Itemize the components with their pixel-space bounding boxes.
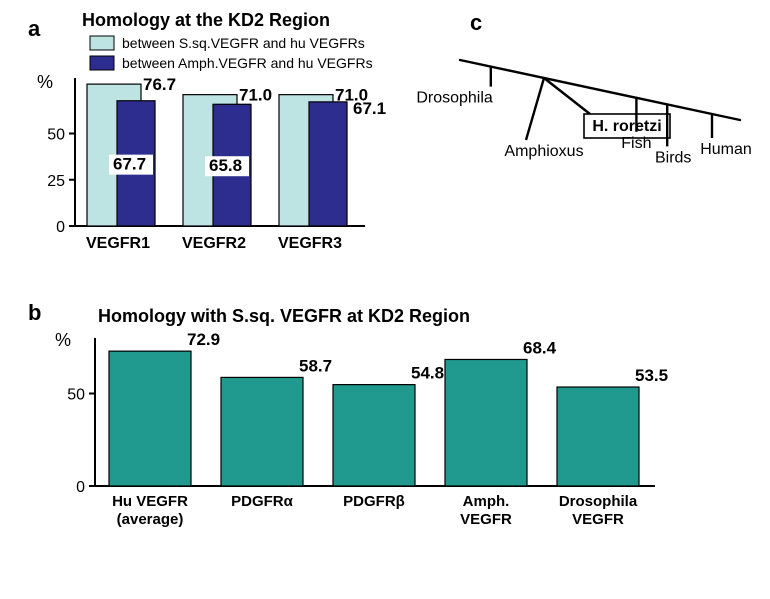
panel-a-category-label: VEGFR1 (86, 235, 150, 252)
panel-a-y-tick-label: 0 (56, 219, 65, 236)
panel-b-value-label: 72.9 (187, 330, 220, 349)
legend-label-series2: between Amph.VEGFR and hu VEGFRs (122, 55, 373, 71)
clade-label-drosophila: Drosophila (416, 90, 493, 107)
panel-b-value-label: 58.7 (299, 356, 332, 375)
panel-b-category-label: PDGFRβ (343, 493, 405, 510)
clade-label-fish: Fish (621, 135, 651, 152)
panel-b: b Homology with S.sq. VEGFR at KD2 Region… (28, 300, 668, 528)
panel-b-bar (221, 377, 303, 486)
panel-b-category-label: Amph. (463, 493, 510, 510)
panel-a-category-label: VEGFR3 (278, 235, 342, 252)
panel-a-value-series2: 65.8 (209, 156, 242, 175)
clade-branch-amphioxus (526, 78, 544, 140)
legend-swatch-series2 (90, 56, 114, 70)
panel-a-value-series1: 76.7 (143, 75, 176, 94)
panel-b-letter: b (28, 300, 41, 325)
clade-label-birds: Birds (655, 149, 691, 166)
panel-a-category-label: VEGFR2 (182, 235, 246, 252)
panel-a-value-series1: 71.0 (239, 86, 272, 105)
panel-b-bar (445, 359, 527, 486)
panel-b-category-label: Drosophila (559, 493, 638, 510)
panel-b-category-label: VEGFR (572, 511, 624, 528)
panel-a-y-tick-label: 25 (47, 173, 65, 190)
panel-b-value-label: 53.5 (635, 366, 668, 385)
panel-b-value-label: 68.4 (523, 338, 557, 357)
panel-a-value-series2: 67.7 (113, 155, 146, 174)
panel-b-bar (333, 385, 415, 486)
panel-b-y-tick-label: 50 (67, 387, 85, 404)
panel-a-y-tick-label: 50 (47, 127, 65, 144)
panel-a: a Homology at the KD2 Region between S.sq.… (28, 10, 386, 252)
clade-label-human: Human (700, 141, 752, 158)
legend-swatch-series1 (90, 36, 114, 50)
clade-label-amphioxus: Amphioxus (504, 143, 583, 160)
panel-b-y-tick-label: 0 (76, 479, 85, 496)
panel-a-title: Homology at the KD2 Region (82, 10, 330, 30)
panel-b-y-label: % (55, 330, 71, 350)
panel-a-value-series2: 67.1 (353, 99, 386, 118)
legend-label-series1: between S.sq.VEGFR and hu VEGFRs (122, 35, 365, 51)
panel-b-category-label: PDGFRα (231, 493, 294, 510)
panel-c-letter: c (470, 10, 482, 35)
panel-b-value-label: 54.8 (411, 364, 444, 383)
panel-c: c Drosophila Amphioxus H. roretziFishBirds H… (416, 10, 751, 166)
panel-a-y-label: % (37, 72, 53, 92)
panel-b-category-label: Hu VEGFR (112, 493, 188, 510)
panel-b-title: Homology with S.sq. VEGFR at KD2 Region (98, 306, 470, 326)
panel-b-category-label: (average) (117, 511, 184, 528)
clade-label-hroretzi: H. roretzi (592, 118, 661, 135)
clade-backbone (460, 60, 740, 120)
panel-a-letter: a (28, 16, 41, 41)
panel-b-bar (557, 387, 639, 486)
panel-b-bar (109, 351, 191, 486)
panel-a-bar-series2 (309, 102, 347, 226)
panel-b-category-label: VEGFR (460, 511, 512, 528)
